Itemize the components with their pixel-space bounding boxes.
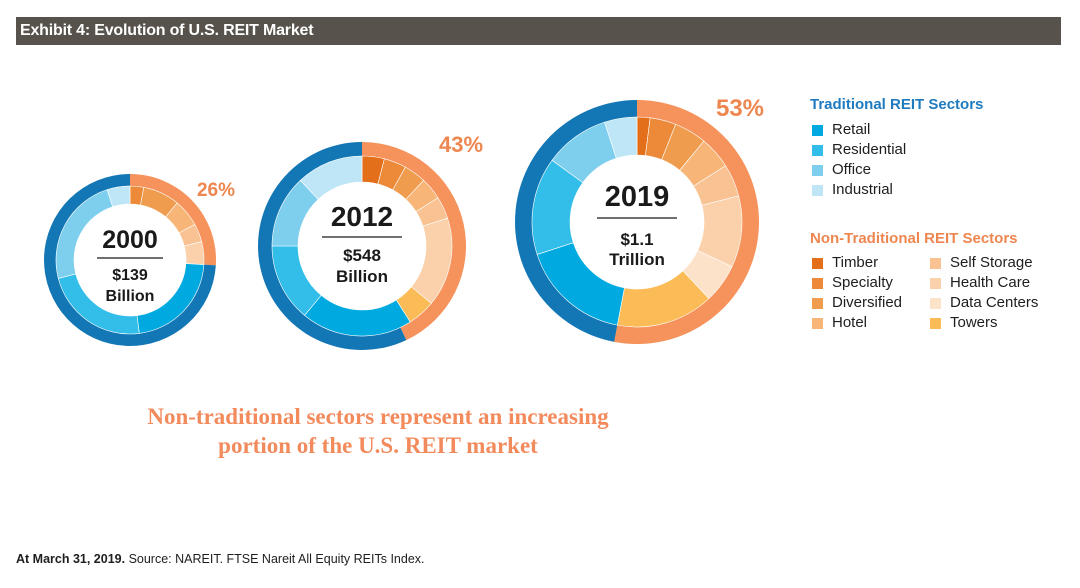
chart-2000-nontraditional-pct: 26% [197, 180, 235, 201]
chart-2019-outer-traditional [515, 100, 637, 342]
chart-2012-segment-industrial [299, 155, 363, 200]
chart-2012-value-line1: $548 [343, 246, 381, 265]
chart-2019-center [571, 156, 703, 288]
chart-2000-value-line2: Billion [106, 288, 155, 305]
footer-source: At March 31, 2019. Source: NAREIT. FTSE … [16, 552, 425, 566]
tagline: Non-traditional sectors represent an inc… [118, 402, 638, 460]
legend-swatch [812, 145, 823, 156]
chart-2012-outer-nontraditional [362, 142, 466, 341]
chart-2019-value-line1: $1.1 [620, 230, 653, 249]
legend-swatch [930, 258, 941, 269]
chart-2000-outer-nontraditional [130, 174, 216, 266]
chart-2019-nontraditional-pct: 53% [716, 95, 764, 122]
chart-2019-value-line2: Trillion [609, 250, 665, 269]
legend-title-traditional: Traditional REIT Sectors [810, 96, 984, 113]
legend-swatch [930, 318, 941, 329]
legend-swatch [812, 298, 823, 309]
chart-2012-center [299, 183, 425, 309]
footer-source-text: Source: NAREIT. FTSE Nareit All Equity R… [125, 552, 425, 566]
chart-2012-value-line2: Billion [336, 267, 388, 286]
legend-title-nontraditional: Non-Traditional REIT Sectors [810, 230, 1018, 247]
chart-2000-segment-health-care [183, 241, 205, 265]
chart-2000-year-label: 2000 [102, 226, 158, 254]
legend-swatch [812, 185, 823, 196]
legend-swatch [930, 278, 941, 289]
legend-swatch [812, 125, 823, 136]
legend-swatch [812, 165, 823, 176]
chart-2000-segment-industrial [106, 185, 131, 208]
legend-swatch [812, 318, 823, 329]
chart-2019-segment-industrial [604, 116, 638, 159]
chart-2012-year-label: 2012 [331, 201, 393, 232]
chart-2019-year-label: 2019 [605, 181, 670, 213]
tagline-line-1: Non-traditional sectors represent an inc… [147, 404, 609, 429]
chart-2000-value-line1: $139 [112, 267, 148, 284]
legend-swatch [812, 258, 823, 269]
chart-2000-center [75, 205, 185, 315]
legend-swatch [812, 278, 823, 289]
chart-2012-nontraditional-pct: 43% [439, 132, 483, 157]
tagline-line-2: portion of the U.S. REIT market [218, 433, 538, 458]
exhibit-title: Exhibit 4: Evolution of U.S. REIT Market [20, 22, 314, 39]
footer-date: At March 31, 2019. [16, 552, 126, 566]
legend-swatch [930, 298, 941, 309]
exhibit-header: Exhibit 4: Evolution of U.S. REIT Market [16, 17, 1061, 45]
